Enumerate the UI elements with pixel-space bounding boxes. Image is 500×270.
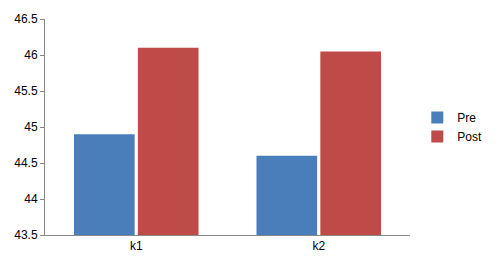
svg-text:Post: Post <box>457 130 482 144</box>
svg-text:43.5: 43.5 <box>14 228 38 242</box>
svg-text:45: 45 <box>24 120 38 134</box>
svg-text:44.5: 44.5 <box>14 156 38 170</box>
svg-text:k2: k2 <box>312 239 325 253</box>
svg-text:45.5: 45.5 <box>14 84 38 98</box>
svg-text:46.5: 46.5 <box>14 12 38 26</box>
svg-text:44: 44 <box>24 192 38 206</box>
svg-text:46: 46 <box>24 48 38 62</box>
svg-text:Pre: Pre <box>457 111 476 125</box>
svg-text:k1: k1 <box>130 239 143 253</box>
